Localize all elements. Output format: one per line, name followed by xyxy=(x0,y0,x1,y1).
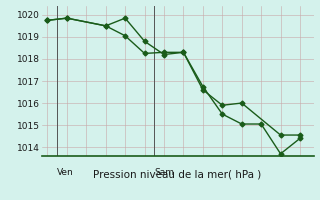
X-axis label: Pression niveau de la mer( hPa ): Pression niveau de la mer( hPa ) xyxy=(93,170,262,180)
Text: Sam: Sam xyxy=(154,168,174,177)
Text: Ven: Ven xyxy=(57,168,74,177)
